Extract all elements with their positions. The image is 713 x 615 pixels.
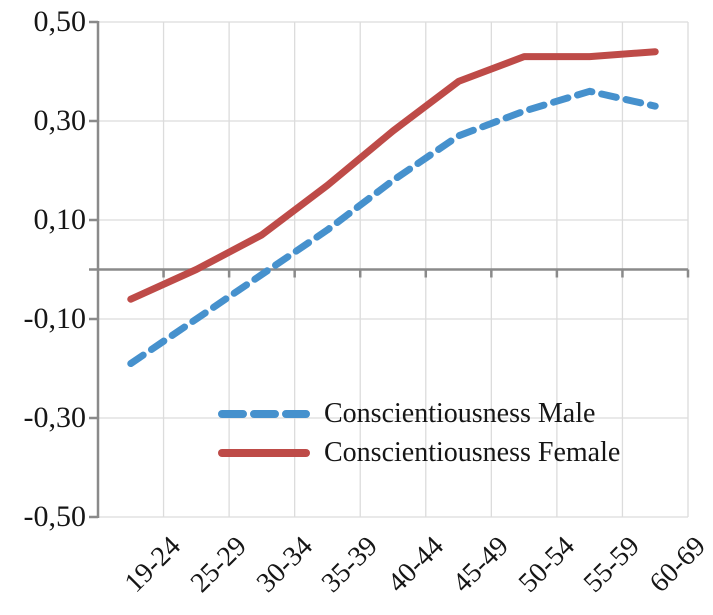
legend-label-male: Conscientiousness Male [324, 398, 596, 429]
legend-item-female: Conscientiousness Female [216, 435, 620, 471]
y-tick-label: 0,10 [33, 203, 87, 236]
y-tick-label: -0,30 [23, 401, 87, 434]
legend-label-female: Conscientiousness Female [324, 437, 621, 468]
series-line-male [127, 87, 659, 368]
y-tick-label: 0,30 [33, 104, 87, 137]
legend-item-male: Conscientiousness Male [216, 396, 620, 432]
legend: Conscientiousness Male Conscientiousness… [216, 396, 620, 474]
male-dashed-line-swatch-icon [218, 410, 310, 418]
y-tick-label: -0,50 [23, 500, 87, 533]
y-tick-label: -0,10 [23, 302, 87, 335]
female-solid-line-swatch-icon [218, 449, 310, 457]
series-line-female [127, 48, 659, 303]
y-tick-label: 0,50 [33, 5, 87, 38]
